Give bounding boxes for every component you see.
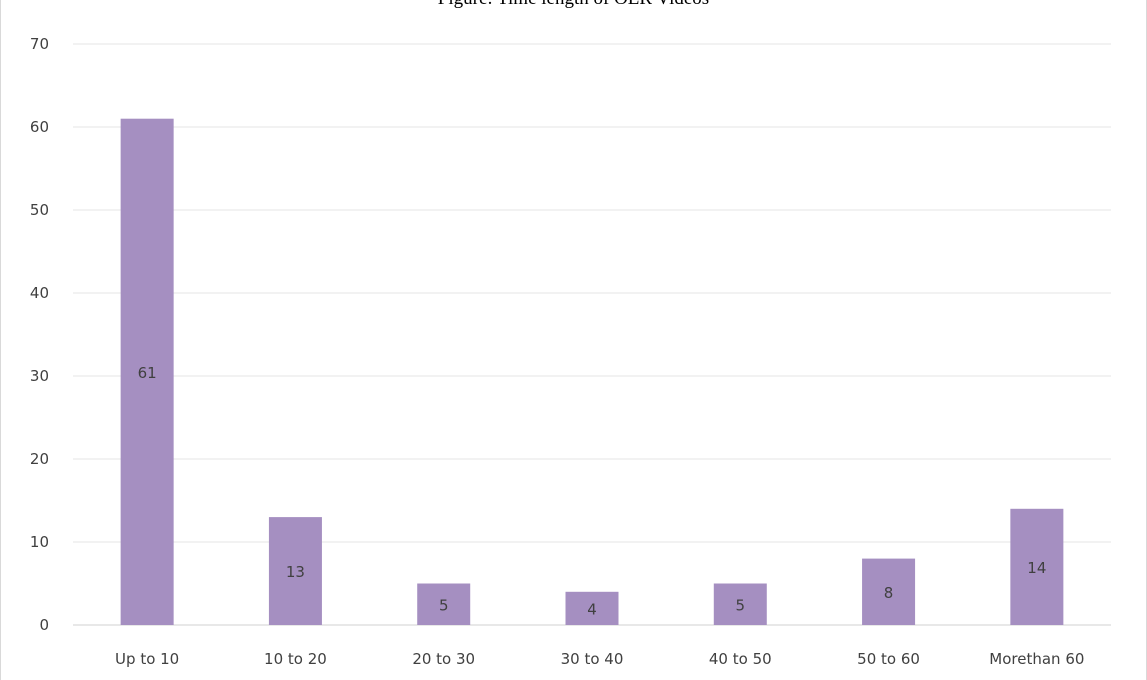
y-tick-label: 40 xyxy=(30,284,49,302)
x-tick-label: Up to 10 xyxy=(115,650,179,668)
x-tick-label: 30 to 40 xyxy=(561,650,624,668)
data-labels: 61 13 5 4 5 8 14 xyxy=(138,364,1047,619)
y-tick-label: 30 xyxy=(30,367,49,385)
bar xyxy=(417,583,471,625)
bar xyxy=(268,517,322,625)
x-tick-label: Morethan 60 xyxy=(989,650,1084,668)
bar xyxy=(862,558,916,625)
y-tick-label: 20 xyxy=(30,450,49,468)
data-label: 5 xyxy=(439,596,449,614)
y-tick-label: 50 xyxy=(30,201,49,219)
bar xyxy=(713,583,767,625)
x-tick-label: 20 to 30 xyxy=(412,650,475,668)
bars xyxy=(120,118,1064,625)
y-axis-ticks: 0 10 20 30 40 50 60 70 xyxy=(30,35,49,634)
data-label: 5 xyxy=(736,596,746,614)
x-tick-label: 40 to 50 xyxy=(709,650,772,668)
bar xyxy=(120,118,174,625)
chart-title: Figure: Time length of OER Videos xyxy=(0,0,1147,10)
bar xyxy=(1010,508,1064,625)
y-tick-label: 60 xyxy=(30,118,49,136)
y-tick-label: 10 xyxy=(30,533,49,551)
y-tick-label: 0 xyxy=(39,616,49,634)
data-label: 61 xyxy=(138,364,157,382)
data-label: 13 xyxy=(286,563,305,581)
x-tick-label: 10 to 20 xyxy=(264,650,327,668)
data-label: 8 xyxy=(884,584,894,602)
data-label: 4 xyxy=(587,600,597,618)
y-tick-label: 70 xyxy=(30,35,49,53)
x-tick-label: 50 to 60 xyxy=(857,650,920,668)
data-label: 14 xyxy=(1027,559,1046,577)
x-axis-ticks: Up to 10 10 to 20 20 to 30 30 to 40 40 to 50… xyxy=(115,650,1084,668)
gridlines xyxy=(73,43,1111,626)
bar xyxy=(565,591,619,625)
